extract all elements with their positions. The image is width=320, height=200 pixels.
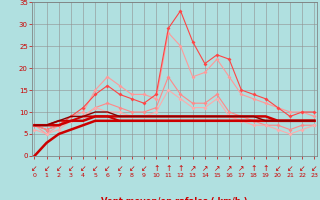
Text: ↑: ↑ [153,164,159,173]
Text: ↑: ↑ [262,164,269,173]
Text: ↙: ↙ [104,164,111,173]
Text: ↗: ↗ [238,164,244,173]
Text: ↙: ↙ [116,164,123,173]
Text: ↗: ↗ [189,164,196,173]
Text: ↗: ↗ [226,164,232,173]
Text: ↙: ↙ [31,164,38,173]
Text: ↙: ↙ [68,164,74,173]
Text: ↙: ↙ [275,164,281,173]
Text: ↙: ↙ [92,164,99,173]
Text: ↙: ↙ [44,164,50,173]
Text: ↙: ↙ [80,164,86,173]
Text: ↙: ↙ [311,164,317,173]
Text: ↑: ↑ [165,164,172,173]
Text: ↙: ↙ [56,164,62,173]
Text: ↑: ↑ [177,164,184,173]
Text: ↙: ↙ [287,164,293,173]
Text: ↙: ↙ [129,164,135,173]
Text: ↑: ↑ [250,164,257,173]
Text: ↙: ↙ [141,164,147,173]
Text: ↗: ↗ [214,164,220,173]
Text: ↗: ↗ [202,164,208,173]
X-axis label: Vent moyen/en rafales ( km/h ): Vent moyen/en rafales ( km/h ) [101,197,248,200]
Text: ↙: ↙ [299,164,305,173]
